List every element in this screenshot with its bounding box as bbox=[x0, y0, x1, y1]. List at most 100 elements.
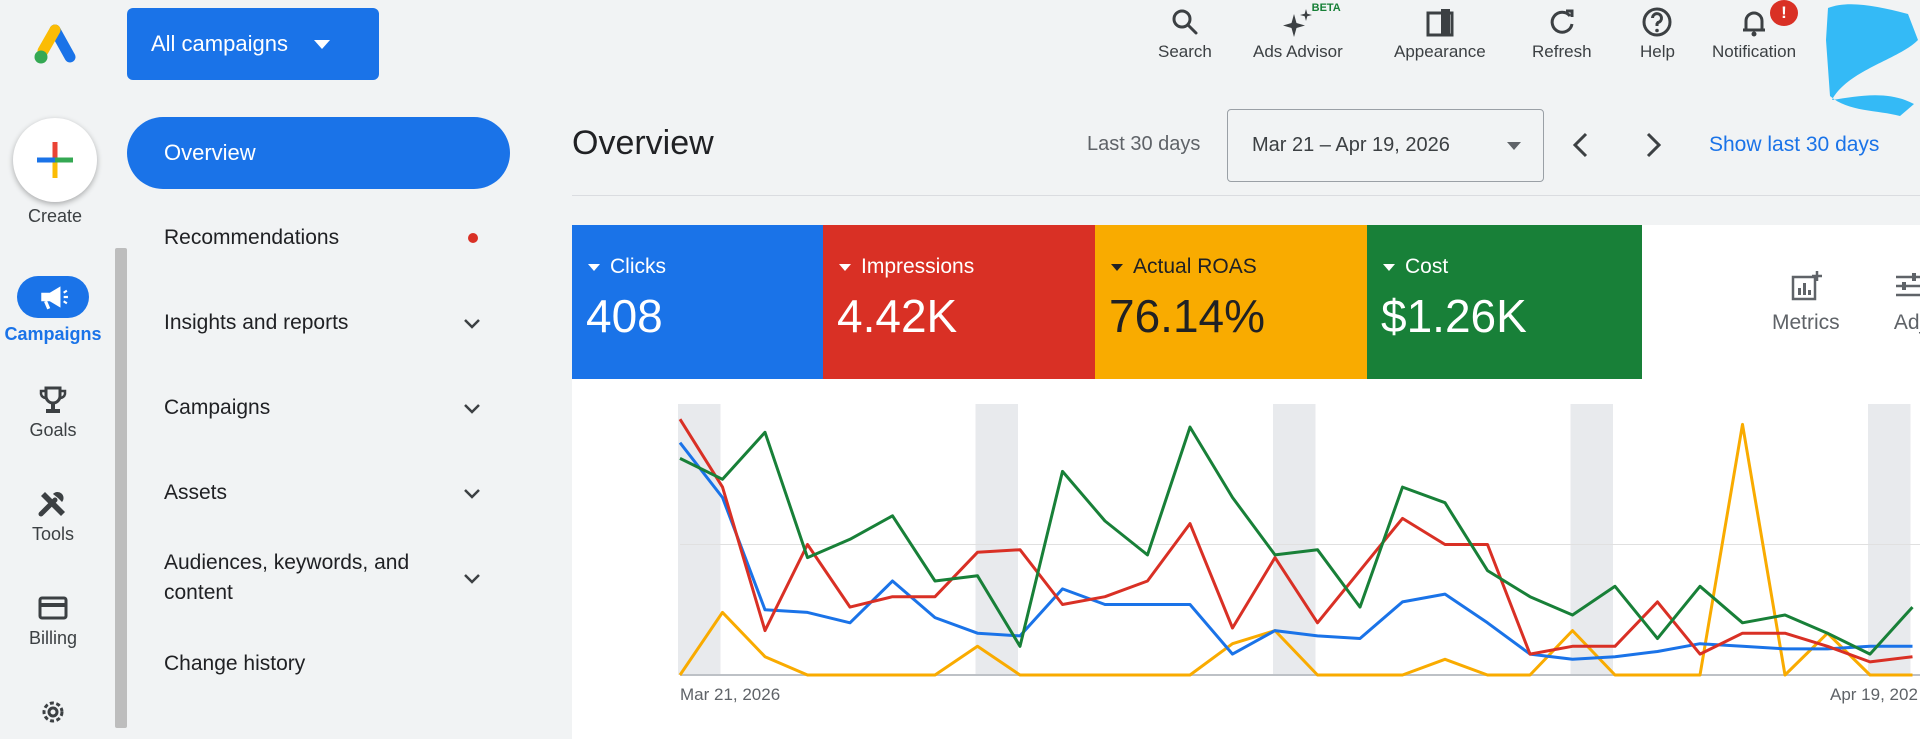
metrics-button-label: Metrics bbox=[1772, 311, 1840, 334]
refresh-icon bbox=[1550, 9, 1574, 34]
help-icon bbox=[1642, 7, 1672, 37]
plus-icon bbox=[37, 142, 73, 178]
help-label: Help bbox=[1640, 42, 1675, 61]
chevron-down-icon bbox=[464, 319, 480, 329]
metric-label: Impressions bbox=[837, 255, 1095, 279]
caret-down-icon bbox=[1507, 141, 1521, 150]
chevron-left-icon[interactable] bbox=[1566, 128, 1596, 162]
gear-icon bbox=[42, 701, 64, 723]
nav-item-label: Campaigns bbox=[164, 396, 271, 419]
create-button[interactable] bbox=[13, 118, 97, 202]
caret-down-icon bbox=[313, 39, 330, 49]
create-label: Create bbox=[27, 206, 83, 226]
metric-value: $1.26K bbox=[1381, 290, 1527, 342]
show-last-30-days-link[interactable]: Show last 30 days bbox=[1709, 133, 1880, 156]
refresh-button[interactable]: Refresh bbox=[1532, 6, 1592, 72]
metric-label: Cost bbox=[1381, 255, 1642, 279]
dropdown-triangle-icon bbox=[1111, 263, 1123, 271]
metric-card-cost[interactable]: Cost $1.26K bbox=[1367, 225, 1642, 379]
metric-name: Cost bbox=[1405, 255, 1449, 278]
weekend-band bbox=[1570, 404, 1613, 675]
chevron-down-icon bbox=[464, 489, 480, 499]
metric-name: Impressions bbox=[861, 255, 975, 278]
date-range-picker[interactable]: Mar 21 – Apr 19, 2026 bbox=[1227, 109, 1544, 182]
adjust-icon bbox=[1896, 273, 1920, 297]
performance-chart[interactable]: Mar 21, 2026 Apr 19, 202 bbox=[572, 379, 1920, 739]
rail-item-billing[interactable]: Billing bbox=[0, 592, 106, 649]
metrics-button[interactable]: Metrics bbox=[1772, 269, 1840, 335]
series-line-actual-roas[interactable] bbox=[678, 422, 1913, 677]
campaign-selector-label: All campaigns bbox=[151, 31, 288, 56]
nav-item-campaigns[interactable]: Campaigns bbox=[164, 393, 484, 423]
dropdown-triangle-icon bbox=[588, 263, 600, 271]
trophy-icon bbox=[39, 386, 67, 413]
metrics-row: Clicks 408 Impressions 4.42K Actual ROAS… bbox=[572, 225, 1642, 379]
metric-card-clicks[interactable]: Clicks 408 bbox=[572, 225, 823, 379]
nav-scrollbar[interactable] bbox=[115, 248, 127, 728]
megaphone-icon bbox=[41, 286, 68, 310]
appearance-button[interactable]: Appearance bbox=[1394, 6, 1486, 72]
dropdown-triangle-icon bbox=[1383, 263, 1395, 271]
appearance-label: Appearance bbox=[1394, 42, 1486, 61]
metric-name: Clicks bbox=[610, 255, 666, 278]
tools-icon bbox=[38, 491, 65, 517]
page-title: Overview bbox=[572, 124, 714, 162]
rail-item-campaigns[interactable]: Campaigns bbox=[0, 276, 106, 345]
campaign-selector-button[interactable]: All campaigns bbox=[127, 8, 379, 80]
nav-item-assets[interactable]: Assets bbox=[164, 478, 484, 508]
metric-card-impressions[interactable]: Impressions 4.42K bbox=[823, 225, 1095, 379]
redaction-scribble bbox=[1826, 4, 1918, 117]
metric-name: Actual ROAS bbox=[1133, 255, 1257, 278]
dropdown-triangle-icon bbox=[839, 263, 851, 271]
billing-rail-label: Billing bbox=[28, 628, 78, 648]
sparkle-icon bbox=[1282, 9, 1312, 37]
metric-value: 76.14% bbox=[1109, 290, 1266, 342]
notifications-button[interactable]: Notification bbox=[1712, 6, 1796, 72]
adjust-button-label: Adj bbox=[1893, 311, 1920, 334]
nav-item-recommendations[interactable]: Recommendations bbox=[164, 223, 484, 253]
nav-item-audiences[interactable]: Audiences, keywords, and content bbox=[164, 548, 484, 608]
series-line-impressions[interactable] bbox=[678, 418, 1913, 664]
x-axis-start-label: Mar 21, 2026 bbox=[680, 685, 781, 704]
search-button[interactable]: Search bbox=[1158, 6, 1212, 72]
weekend-band bbox=[1868, 404, 1911, 675]
metric-card-actual-roas[interactable]: Actual ROAS 76.14% bbox=[1095, 225, 1367, 379]
weekend-band bbox=[678, 404, 721, 675]
header-divider bbox=[572, 195, 1920, 196]
nav-item-label: Change history bbox=[164, 652, 306, 675]
metric-value: 408 bbox=[586, 290, 663, 342]
date-range-value: Mar 21 – Apr 19, 2026 bbox=[1252, 134, 1450, 156]
nav-item-label: Audiences, keywords, and content bbox=[164, 551, 410, 604]
chevron-down-icon bbox=[464, 404, 480, 414]
search-label: Search bbox=[1158, 42, 1212, 61]
ads-advisor-button[interactable]: Ads Advisor BETA bbox=[1253, 2, 1343, 72]
adjust-button[interactable]: Adj bbox=[1892, 269, 1920, 335]
chevron-right-icon[interactable] bbox=[1638, 128, 1668, 162]
nav-item-label: Recommendations bbox=[164, 226, 340, 249]
appearance-icon bbox=[1426, 9, 1454, 37]
google-ads-logo[interactable] bbox=[30, 24, 80, 66]
metric-label: Clicks bbox=[586, 255, 823, 279]
beta-badge: BETA bbox=[1311, 2, 1341, 14]
refresh-label: Refresh bbox=[1532, 42, 1592, 61]
series-line-cost[interactable] bbox=[679, 425, 1914, 656]
nav-item-label: Overview bbox=[164, 140, 256, 165]
help-button[interactable]: Help bbox=[1640, 6, 1675, 72]
nav-item-insights[interactable]: Insights and reports bbox=[164, 308, 484, 338]
metrics-tools-panel: Metrics Adj bbox=[1642, 225, 1920, 379]
notification-badge: ! bbox=[1770, 0, 1798, 26]
goals-rail-label: Goals bbox=[29, 420, 77, 440]
rail-item-tools[interactable]: Tools bbox=[0, 488, 106, 545]
campaigns-rail-label: Campaigns bbox=[4, 324, 102, 344]
nav-item-change-history[interactable]: Change history bbox=[164, 649, 484, 679]
search-icon bbox=[1172, 9, 1198, 35]
rail-item-goals[interactable]: Goals bbox=[0, 384, 106, 441]
series-line-clicks[interactable] bbox=[678, 441, 1913, 661]
credit-card-icon bbox=[38, 596, 68, 620]
nav-item-label: Assets bbox=[164, 481, 228, 504]
metric-label: Actual ROAS bbox=[1109, 255, 1367, 279]
rail-item-settings[interactable] bbox=[0, 696, 106, 732]
tools-rail-label: Tools bbox=[31, 524, 75, 544]
nav-item-overview[interactable]: Overview bbox=[127, 117, 510, 189]
notifications-label: Notification bbox=[1712, 42, 1797, 61]
